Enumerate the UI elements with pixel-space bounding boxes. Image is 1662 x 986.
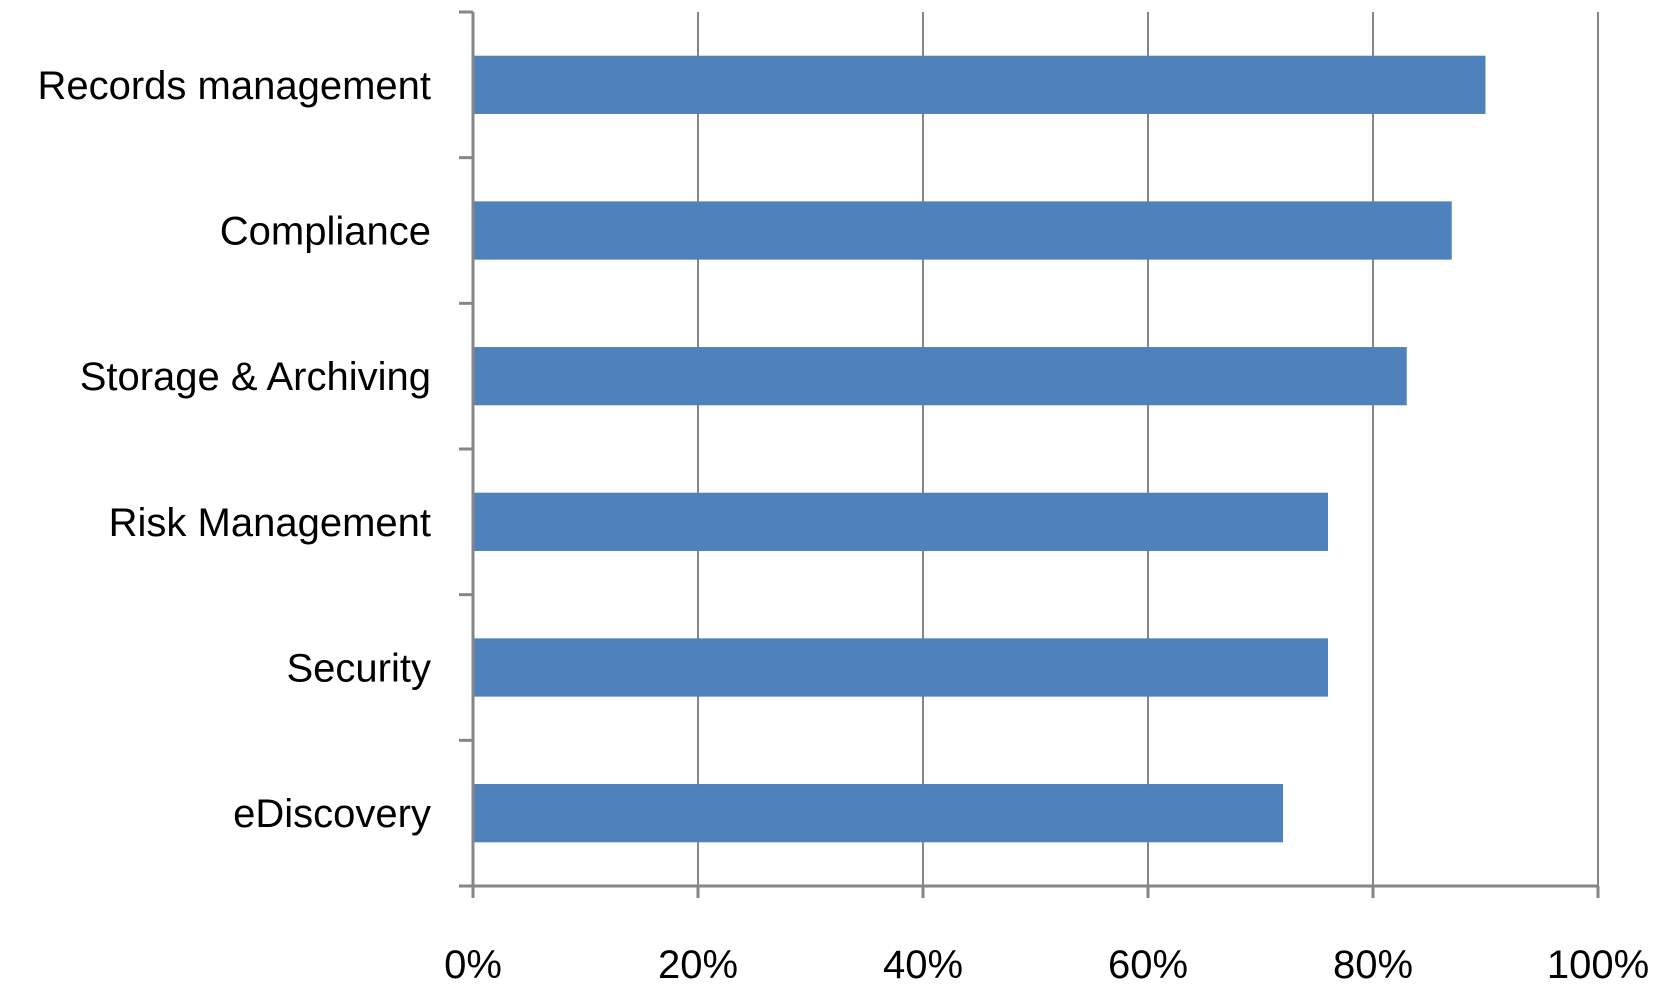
x-tick-label: 0% bbox=[444, 943, 502, 986]
grid-lines bbox=[697, 12, 1599, 886]
category-label: Records management bbox=[37, 64, 431, 108]
bar bbox=[473, 492, 1328, 551]
bar bbox=[473, 347, 1407, 406]
x-tick-label: 100% bbox=[1547, 943, 1649, 986]
category-label: Storage & Archiving bbox=[80, 355, 431, 399]
bar bbox=[473, 784, 1283, 843]
bars bbox=[473, 55, 1486, 843]
category-axis bbox=[459, 10, 1600, 898]
bar bbox=[473, 55, 1486, 114]
x-tick-labels: 0% 20% 40% 60% 80% 100% bbox=[444, 943, 1649, 986]
x-tick-label: 20% bbox=[658, 943, 738, 986]
category-labels: Records management Compliance Storage & Ar… bbox=[37, 64, 431, 836]
bar bbox=[473, 638, 1328, 697]
category-label: Security bbox=[287, 647, 432, 691]
category-label: Risk Management bbox=[109, 501, 431, 545]
x-tick-label: 40% bbox=[883, 943, 963, 986]
x-tick-label: 80% bbox=[1333, 943, 1413, 986]
bar bbox=[473, 201, 1452, 260]
category-label: Compliance bbox=[220, 210, 431, 254]
x-tick-label: 60% bbox=[1108, 943, 1188, 986]
category-label: eDiscovery bbox=[233, 792, 431, 836]
